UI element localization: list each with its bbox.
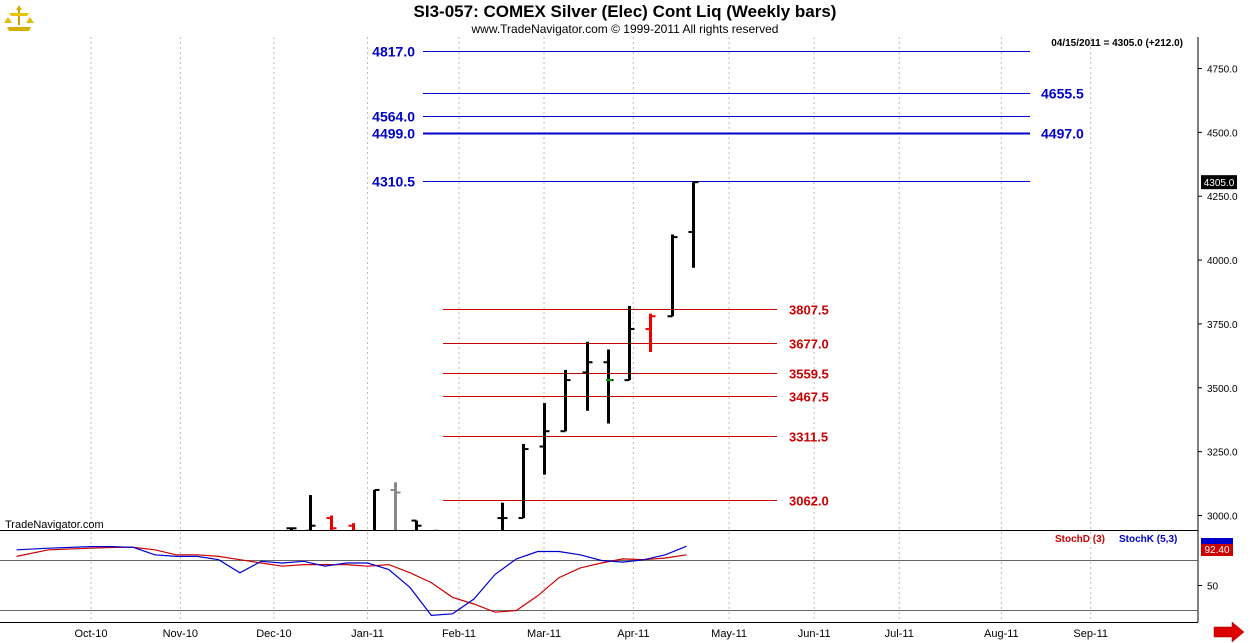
ohlc-bar [518, 443, 529, 520]
trade-navigator-logo-icon [4, 5, 34, 31]
chart-title: SI3-057: COMEX Silver (Elec) Cont Liq (W… [413, 2, 837, 21]
chart-subtitle: www.TradeNavigator.com © 1999-2011 All r… [471, 22, 779, 36]
x-tick-label: Jun-11 [798, 628, 831, 640]
y-tick-label: 3000.0 [1207, 512, 1238, 523]
stoch-d-line [16, 546, 687, 613]
last-price-label: 4305.0 [1204, 178, 1235, 189]
axes: Oct-10 Nov-10 Dec-10 Jan-11 Feb-11 Mar-11 Apr-… [74, 65, 1238, 641]
x-tick-label: Apr-11 [617, 628, 649, 640]
stoch-d-value-box [1201, 544, 1233, 556]
y-tick-label: 4750.0 [1207, 65, 1238, 76]
red-level-label: 3807.5 [789, 303, 829, 318]
ohlc-bar [624, 306, 635, 382]
blue-level-label: 4497.0 [1041, 126, 1084, 142]
x-tick-label: Sep-11 [1073, 628, 1108, 640]
red-level-label: 3062.0 [789, 494, 829, 509]
ohlc-bar [286, 527, 297, 530]
ohlc-bar [560, 369, 571, 433]
stoch-y-tick-label: 50 [1207, 582, 1219, 593]
y-tick-label: 3250.0 [1207, 448, 1238, 459]
blue-level-label: 4655.5 [1041, 86, 1084, 102]
chart-header: SI3-057: COMEX Silver (Elec) Cont Liq (W… [0, 0, 1250, 38]
x-tick-label: Dec-10 [256, 628, 291, 640]
ohlc-bar [326, 515, 337, 530]
blue-level-label: 4817.0 [372, 44, 415, 60]
x-tick-label: Oct-10 [74, 628, 107, 640]
ohlc-bar [373, 488, 380, 530]
stoch-k-line [16, 545, 687, 617]
red-level-label: 3311.5 [789, 430, 828, 445]
stoch-d-legend: StochD (3) [1055, 534, 1105, 545]
ohlc-bar [645, 313, 656, 353]
stoch-k-value-box [1201, 538, 1233, 545]
price-bars [286, 181, 699, 530]
blue-level-label: 4310.5 [372, 174, 415, 190]
last-price-box [1201, 175, 1237, 190]
date-info-text: 04/15/2011 = 4305.0 (+212.0) [1051, 38, 1183, 49]
y-tick-label: 4500.0 [1207, 128, 1238, 139]
stoch-k-legend: StochK (5,3) [1119, 534, 1177, 545]
x-tick-label: Jan-11 [351, 628, 384, 640]
x-tick-label: Jul-11 [885, 628, 914, 640]
ohlc-bar [603, 349, 614, 424]
red-level-label: 3467.5 [789, 390, 829, 405]
grid [90, 37, 1092, 622]
blue-level-label: 4564.0 [372, 109, 415, 125]
stochastic-panel: StochD (3) StochK (5,3) [16, 534, 1177, 617]
chart-frame [0, 37, 1199, 623]
ohlc-bar [433, 529, 439, 530]
x-tick-label: Mar-11 [527, 628, 561, 640]
x-tick-label: Feb-11 [442, 628, 476, 640]
ohlc-bar [348, 523, 359, 530]
x-tick-label: May-11 [711, 628, 747, 640]
y-tick-label: 4000.0 [1207, 256, 1238, 267]
y-tick-label: 3750.0 [1207, 320, 1238, 331]
y-tick-label: 3500.0 [1207, 384, 1238, 395]
red-level-label: 3559.5 [789, 367, 829, 382]
blue-level-label: 4499.0 [372, 126, 415, 142]
ohlc-bar [390, 482, 401, 530]
x-tick-label: Nov-10 [163, 628, 198, 640]
watermark-text: TradeNavigator.com [5, 519, 104, 531]
ohlc-bar [305, 495, 316, 530]
stoch-last-value-label: 92.40 [1204, 545, 1229, 556]
ohlc-bar [688, 181, 699, 268]
scroll-right-arrow-icon[interactable] [1213, 621, 1245, 643]
ohlc-bar [582, 341, 593, 411]
ohlc-bar [667, 234, 678, 318]
ohlc-bar [497, 502, 508, 530]
red-level-label: 3677.0 [789, 337, 829, 352]
ohlc-bar [539, 403, 550, 475]
x-tick-label: Aug-11 [984, 628, 1019, 640]
ohlc-bar [411, 519, 422, 530]
y-tick-label: 4250.0 [1207, 192, 1238, 203]
